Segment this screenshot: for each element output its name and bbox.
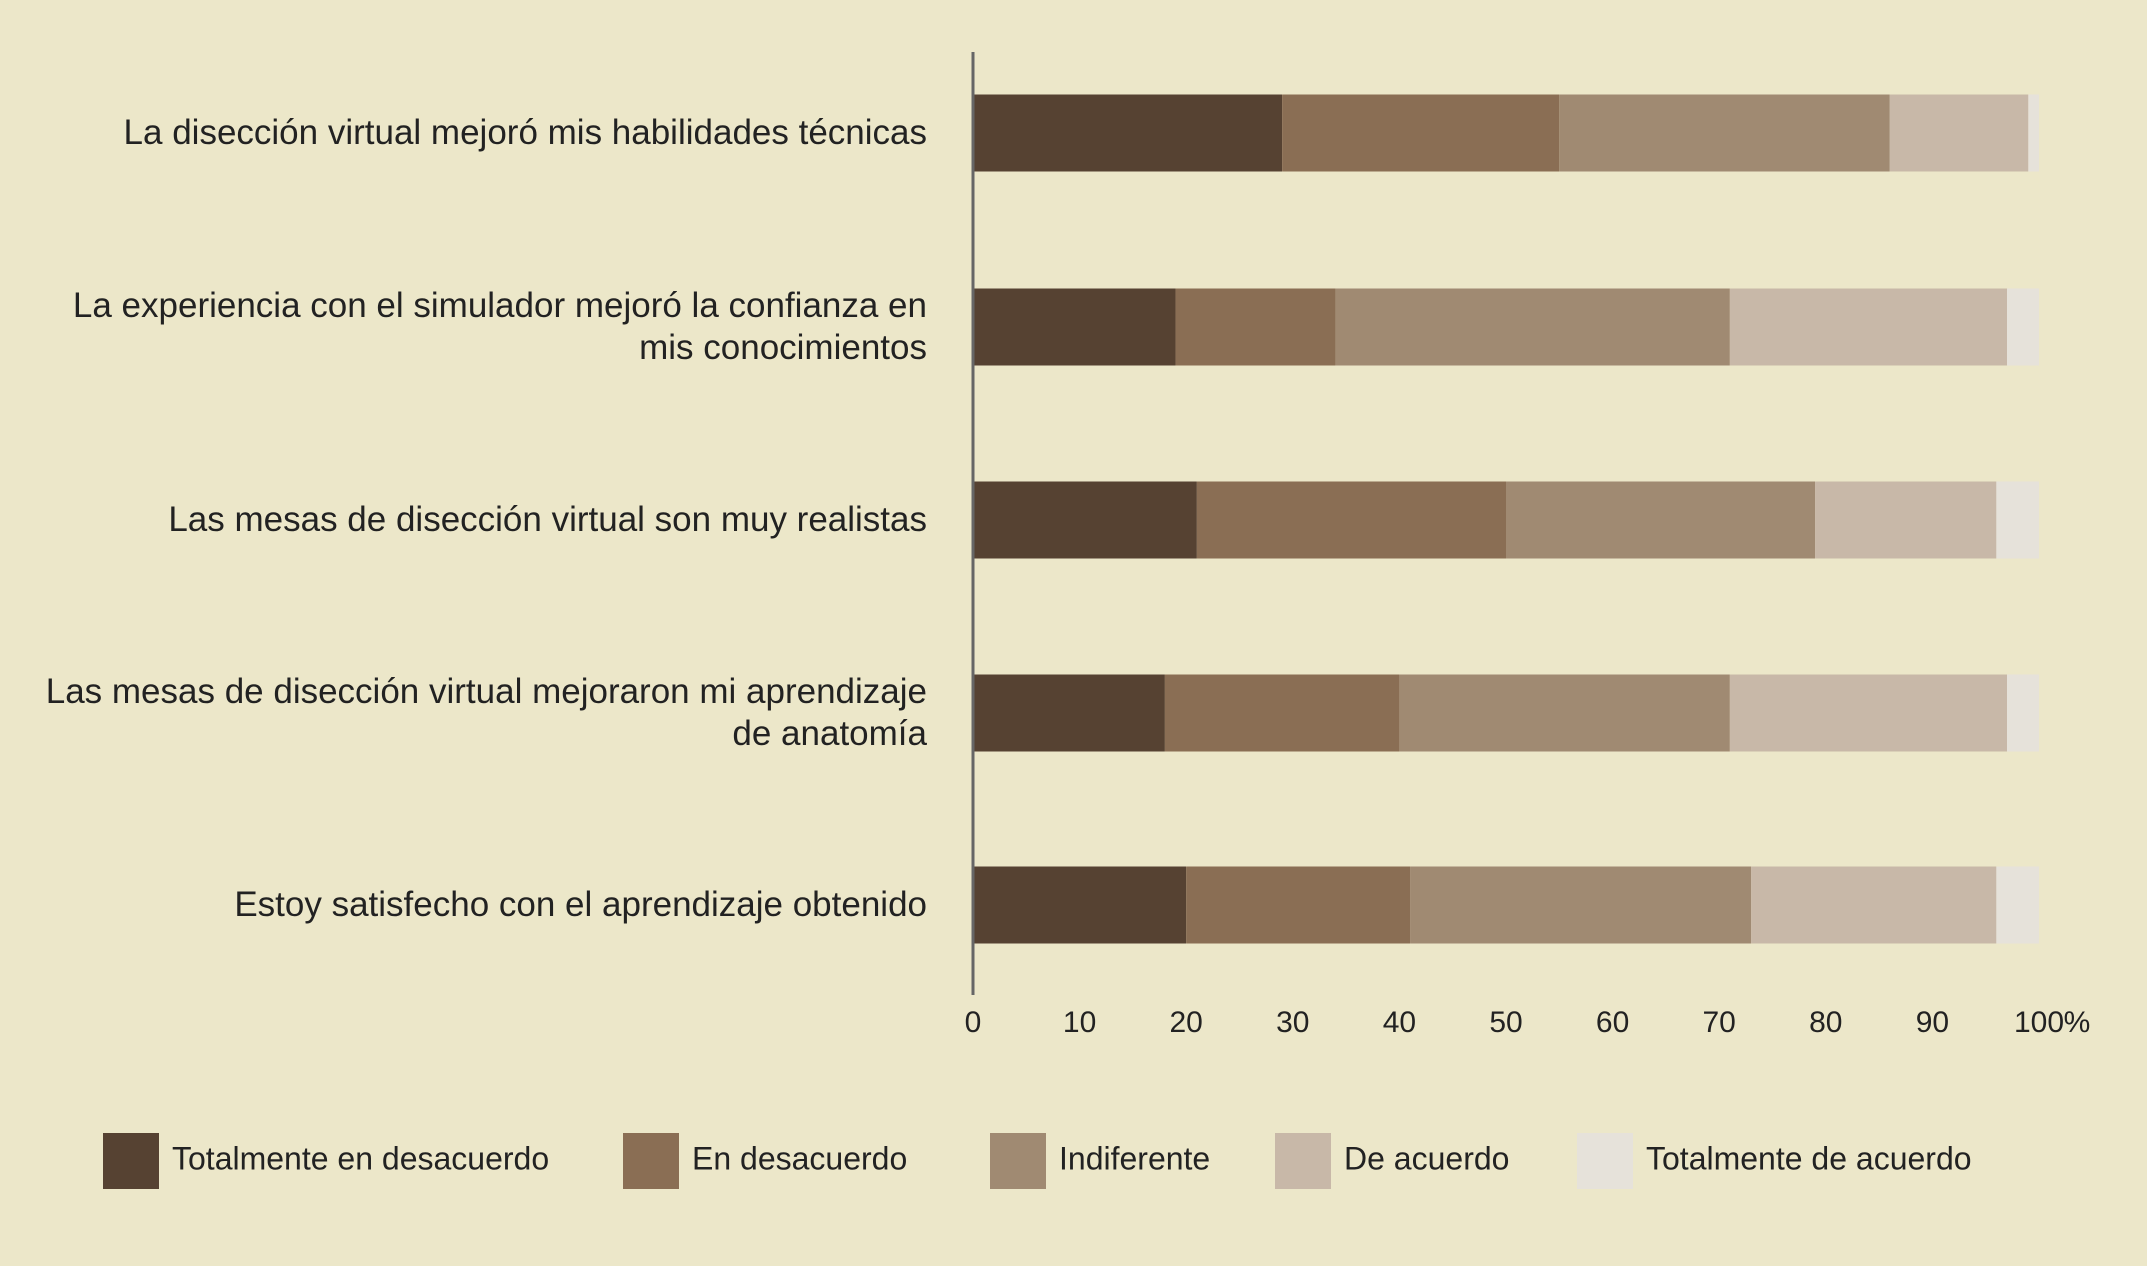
x-tick-label: 100 [2014, 1006, 2064, 1039]
bar-segment [973, 674, 1165, 752]
bar-segment [1175, 288, 1336, 366]
legend-label: En desacuerdo [692, 1140, 907, 1176]
bar-segment [1506, 481, 1816, 559]
x-tick-label: 70 [1703, 1006, 1736, 1039]
bar-segment [973, 481, 1197, 559]
legend-label: De acuerdo [1344, 1140, 1509, 1176]
x-unit-label: % [2064, 1006, 2091, 1039]
bar-segment [1282, 94, 1560, 172]
bar-segment [1399, 674, 1730, 752]
x-tick-label: 90 [1916, 1006, 1949, 1039]
legend-swatch [990, 1133, 1046, 1189]
legend-swatch [1275, 1133, 1331, 1189]
x-tick-label: 60 [1596, 1006, 1629, 1039]
bar-segment [1410, 866, 1752, 944]
legend-swatch [103, 1133, 159, 1189]
category-label: La disección virtual mejoró mis habilida… [123, 113, 927, 152]
bar-segment [973, 866, 1187, 944]
bar-segment [1196, 481, 1506, 559]
x-tick-label: 80 [1809, 1006, 1842, 1039]
bar-segment [1996, 481, 2039, 559]
x-tick-label: 50 [1489, 1006, 1522, 1039]
bar-segment [2007, 674, 2039, 752]
x-tick-label: 40 [1383, 1006, 1416, 1039]
bar-segment [1889, 94, 2029, 172]
bar-segment [2007, 288, 2039, 366]
bar-segment [2028, 94, 2039, 172]
bar-segment [1729, 288, 2008, 366]
category-label: La experiencia con el simulador mejoró l… [72, 286, 927, 367]
category-label: Las mesas de disección virtual son muy r… [168, 500, 927, 539]
legend-label: Totalmente de acuerdo [1646, 1140, 1972, 1176]
x-tick-label: 10 [1063, 1006, 1096, 1039]
bar-segment [973, 288, 1176, 366]
bar-segment [1335, 288, 1730, 366]
bar-segment [1996, 866, 2039, 944]
category-label: Las mesas de disección virtual mejoraron… [45, 672, 927, 753]
x-tick-label: 30 [1276, 1006, 1309, 1039]
bar-segment [973, 94, 1283, 172]
x-tick-label: 0 [965, 1006, 982, 1039]
category-label: Estoy satisfecho con el aprendizaje obte… [234, 885, 927, 924]
bar-segment [1729, 674, 2008, 752]
bar-segment [1559, 94, 1890, 172]
legend-swatch [623, 1133, 679, 1189]
bar-segment [1751, 866, 1997, 944]
bar-segment [1815, 481, 1997, 559]
legend-label: Indiferente [1059, 1140, 1210, 1176]
legend-swatch [1577, 1133, 1633, 1189]
legend-label: Totalmente en desacuerdo [172, 1140, 549, 1176]
bar-segment [1164, 674, 1400, 752]
bar-segment [1186, 866, 1411, 944]
x-tick-label: 20 [1170, 1006, 1203, 1039]
